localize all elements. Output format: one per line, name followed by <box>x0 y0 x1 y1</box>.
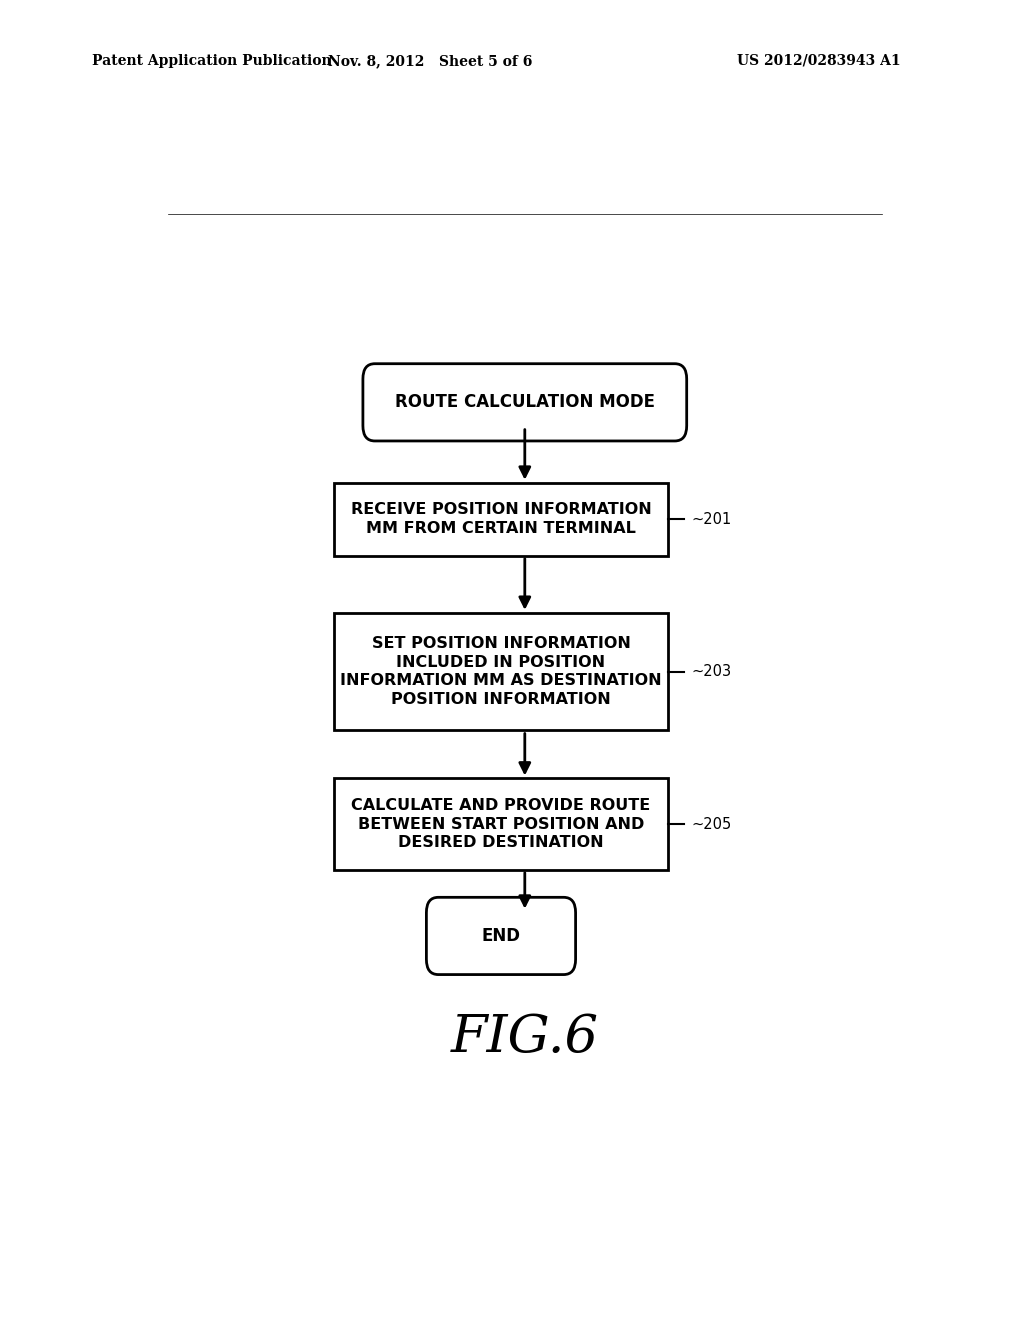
FancyBboxPatch shape <box>362 364 687 441</box>
Text: ∼201: ∼201 <box>691 512 732 527</box>
Text: Patent Application Publication: Patent Application Publication <box>92 54 332 67</box>
Text: ROUTE CALCULATION MODE: ROUTE CALCULATION MODE <box>395 393 654 412</box>
Text: FIG.6: FIG.6 <box>451 1012 599 1063</box>
FancyBboxPatch shape <box>334 779 668 870</box>
Text: CALCULATE AND PROVIDE ROUTE
BETWEEN START POSITION AND
DESIRED DESTINATION: CALCULATE AND PROVIDE ROUTE BETWEEN STAR… <box>351 799 650 850</box>
Text: ∼203: ∼203 <box>691 664 731 680</box>
Text: END: END <box>481 927 520 945</box>
FancyBboxPatch shape <box>426 898 575 974</box>
Text: Nov. 8, 2012   Sheet 5 of 6: Nov. 8, 2012 Sheet 5 of 6 <box>328 54 532 67</box>
Text: SET POSITION INFORMATION
INCLUDED IN POSITION
INFORMATION MM AS DESTINATION
POSI: SET POSITION INFORMATION INCLUDED IN POS… <box>340 636 662 708</box>
Text: ∼205: ∼205 <box>691 817 732 832</box>
FancyBboxPatch shape <box>334 483 668 556</box>
Text: RECEIVE POSITION INFORMATION
MM FROM CERTAIN TERMINAL: RECEIVE POSITION INFORMATION MM FROM CER… <box>350 503 651 536</box>
Text: US 2012/0283943 A1: US 2012/0283943 A1 <box>737 54 901 67</box>
FancyBboxPatch shape <box>334 614 668 730</box>
